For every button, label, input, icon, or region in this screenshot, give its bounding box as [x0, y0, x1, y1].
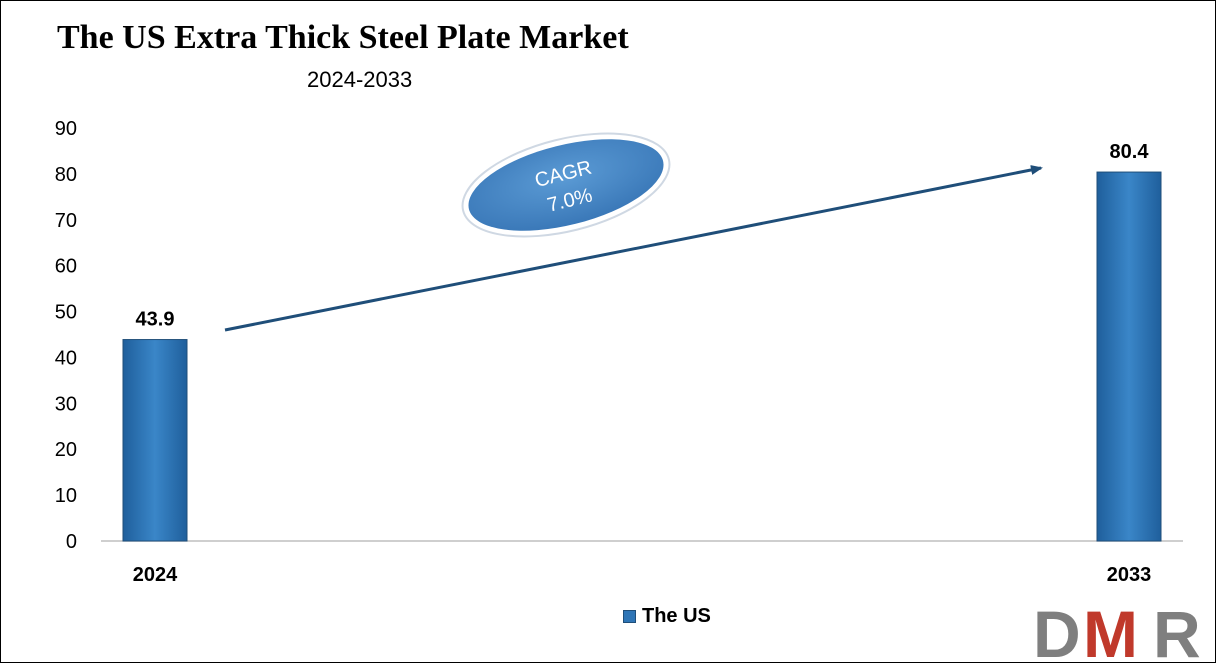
y-tick-label: 50: [55, 302, 77, 324]
y-tick-label: 80: [55, 164, 77, 186]
dmr-logo: D M R: [1033, 599, 1204, 661]
legend-label: The US: [642, 605, 711, 627]
chart-subtitle: 2024-2033: [307, 67, 413, 92]
y-tick-label: 0: [66, 531, 77, 553]
svg-text:D: D: [1033, 599, 1078, 661]
legend: The US: [623, 605, 711, 628]
y-tick-label: 60: [55, 256, 77, 278]
data-label-2033: 80.4: [1110, 141, 1150, 163]
cagr-arrow: [224, 165, 1043, 332]
y-tick-label: 70: [55, 210, 77, 232]
legend-swatch: [623, 610, 636, 623]
y-tick-label: 90: [55, 118, 77, 140]
y-tick-label: 10: [55, 485, 77, 507]
y-tick-label: 30: [55, 393, 77, 415]
cagr-badge: CAGR 7.0%: [461, 132, 671, 238]
svg-text:M: M: [1083, 599, 1134, 661]
svg-text:R: R: [1153, 599, 1200, 661]
x-tick-label-2033: 2033: [1107, 564, 1152, 586]
y-tick-label: 40: [55, 347, 77, 369]
y-tick-label: 20: [55, 439, 77, 461]
x-tick-label-2024: 2024: [133, 564, 178, 586]
bar-2024: [122, 339, 188, 542]
chart-title: The US Extra Thick Steel Plate Market: [57, 19, 629, 56]
data-label-2024: 43.9: [136, 309, 175, 331]
bar-2033: [1096, 171, 1162, 542]
